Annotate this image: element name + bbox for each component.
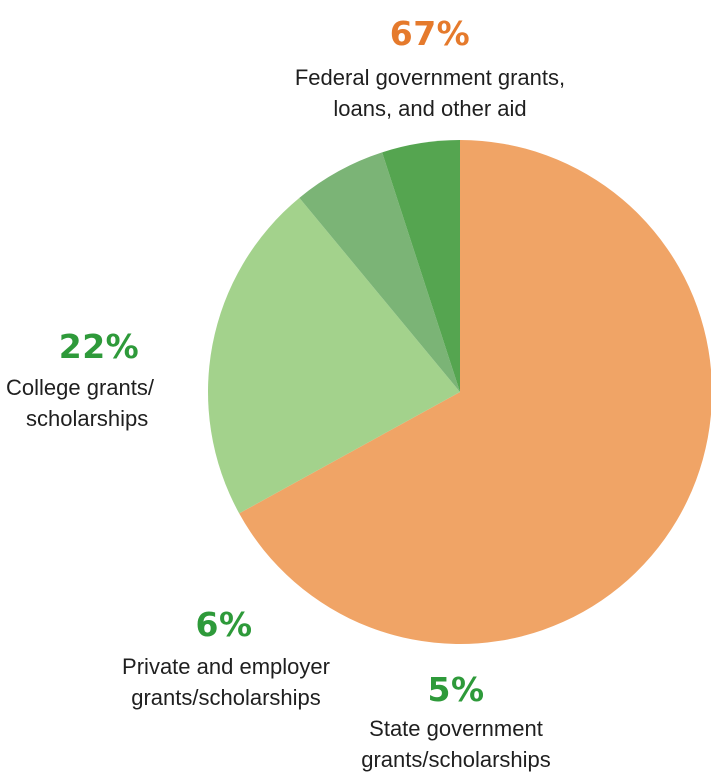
federal-label-line-1: Federal government grants, — [294, 65, 566, 90]
pie-slice-college — [208, 197, 460, 514]
state-label-line-1: State government — [369, 716, 543, 741]
federal-category-label: Federal government grants, loans, and ot… — [295, 62, 565, 124]
private-category-label: Private and employer grants/scholarships — [122, 651, 330, 713]
state-percent-label: 5% — [427, 670, 485, 709]
college-category-label: College grants/ scholarships — [6, 372, 154, 434]
federal-percent-label: 67% — [389, 14, 471, 53]
pie-slice-state — [382, 140, 460, 392]
pie-slice-private — [299, 152, 460, 392]
state-label-line-2: grants/scholarships — [361, 747, 551, 772]
state-category-label: State government grants/scholarships — [361, 713, 551, 775]
college-percent-label: 22% — [58, 327, 140, 366]
private-percent-label: 6% — [195, 605, 253, 644]
private-label-line-1: Private and employer — [122, 654, 330, 679]
federal-label-line-2: loans, and other aid — [333, 96, 527, 121]
college-label-line-1: College grants/ — [6, 375, 154, 400]
private-label-line-2: grants/scholarships — [131, 685, 321, 710]
pie-slice-federal — [239, 140, 711, 644]
college-label-line-2: scholarships — [26, 406, 149, 431]
